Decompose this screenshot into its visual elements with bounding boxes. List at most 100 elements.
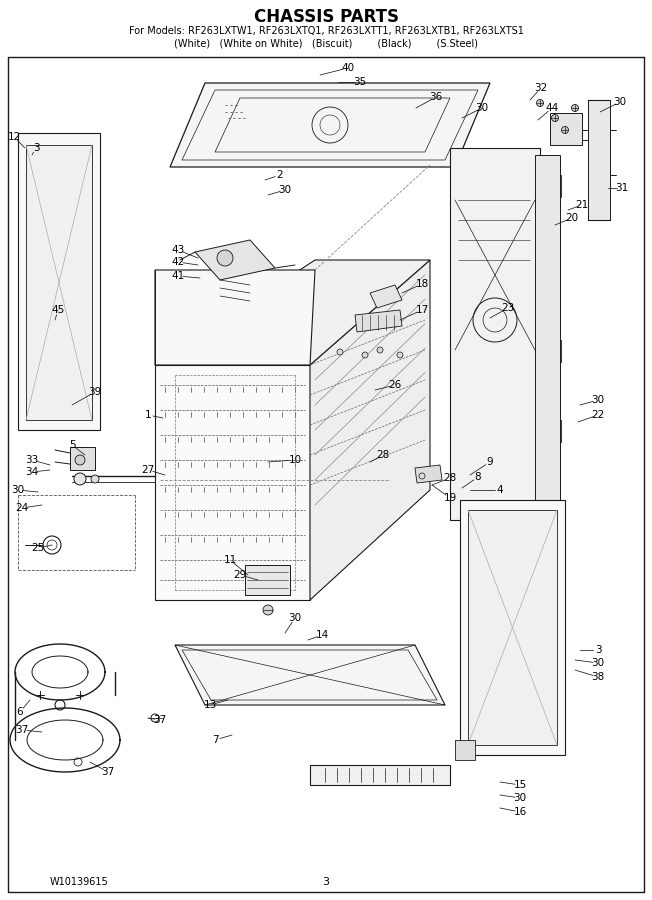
Text: 24: 24 [16, 503, 29, 513]
Text: 30: 30 [591, 658, 604, 668]
Text: 33: 33 [25, 455, 38, 465]
Bar [533, 175, 561, 197]
Text: W10139615: W10139615 [50, 877, 109, 887]
Text: 23: 23 [501, 303, 514, 313]
Text: 20: 20 [565, 213, 578, 223]
Polygon shape [18, 133, 100, 430]
Text: 26: 26 [389, 380, 402, 390]
Text: 2: 2 [276, 170, 284, 180]
Text: 10: 10 [288, 455, 302, 465]
Text: 38: 38 [591, 672, 604, 682]
Circle shape [217, 250, 233, 266]
Polygon shape [245, 565, 290, 595]
Text: 28: 28 [376, 450, 390, 460]
Text: 1: 1 [145, 410, 151, 420]
Circle shape [572, 104, 578, 112]
Circle shape [552, 114, 559, 122]
Text: 14: 14 [316, 630, 329, 640]
Text: 35: 35 [353, 77, 366, 87]
Text: 28: 28 [443, 473, 456, 483]
Text: 30: 30 [475, 103, 488, 113]
Circle shape [561, 127, 569, 133]
Polygon shape [310, 260, 430, 600]
Text: 39: 39 [89, 387, 102, 397]
Circle shape [397, 352, 403, 358]
Text: 9: 9 [486, 457, 494, 467]
Text: 12: 12 [7, 132, 21, 142]
Text: 16: 16 [513, 807, 527, 817]
Polygon shape [450, 148, 540, 520]
Text: (White)   (White on White)   (Biscuit)        (Black)        (S.Steel): (White) (White on White) (Biscuit) (Blac… [174, 39, 478, 49]
Text: CHASSIS PARTS: CHASSIS PARTS [254, 8, 398, 26]
Text: 37: 37 [153, 715, 167, 725]
Circle shape [362, 352, 368, 358]
Text: 3: 3 [323, 877, 329, 887]
Text: 36: 36 [430, 92, 443, 102]
Text: 30: 30 [288, 613, 302, 623]
Circle shape [377, 347, 383, 353]
Text: 43: 43 [171, 245, 185, 255]
Polygon shape [460, 500, 565, 755]
Polygon shape [370, 285, 402, 308]
Text: 13: 13 [203, 700, 216, 710]
Bar [533, 340, 561, 362]
Text: 3: 3 [33, 143, 39, 153]
Text: 3: 3 [595, 645, 601, 655]
Text: 19: 19 [443, 493, 456, 503]
Text: 30: 30 [278, 185, 291, 195]
Text: 15: 15 [513, 780, 527, 790]
Text: 17: 17 [415, 305, 428, 315]
Text: 37: 37 [16, 725, 29, 735]
Polygon shape [175, 645, 445, 705]
Text: 40: 40 [342, 63, 355, 73]
Text: 11: 11 [224, 555, 237, 565]
Text: 29: 29 [233, 570, 246, 580]
Circle shape [75, 455, 85, 465]
Polygon shape [155, 270, 315, 365]
Text: 34: 34 [25, 467, 38, 477]
Text: 8: 8 [475, 472, 481, 482]
Polygon shape [70, 447, 95, 470]
Text: 44: 44 [545, 103, 559, 113]
Polygon shape [355, 310, 402, 332]
Polygon shape [550, 113, 582, 145]
Bar [533, 420, 561, 442]
Text: 31: 31 [615, 183, 629, 193]
Text: 27: 27 [141, 465, 155, 475]
Polygon shape [535, 155, 560, 510]
Text: 25: 25 [31, 543, 44, 553]
Text: 45: 45 [52, 305, 65, 315]
Polygon shape [26, 145, 92, 420]
Polygon shape [155, 260, 430, 365]
Text: 30: 30 [513, 793, 527, 803]
Text: 30: 30 [12, 485, 25, 495]
Text: 30: 30 [614, 97, 627, 107]
Text: For Models: RF263LXTW1, RF263LXTQ1, RF263LXTT1, RF263LXTB1, RF263LXTS1: For Models: RF263LXTW1, RF263LXTQ1, RF26… [128, 26, 524, 36]
Polygon shape [310, 765, 450, 785]
Circle shape [91, 475, 99, 483]
Circle shape [337, 349, 343, 355]
Circle shape [55, 700, 65, 710]
Circle shape [537, 100, 544, 106]
Text: 6: 6 [17, 707, 23, 717]
Circle shape [263, 605, 273, 615]
Text: 21: 21 [575, 200, 589, 210]
Text: 41: 41 [171, 271, 185, 281]
Polygon shape [155, 365, 310, 600]
Text: 37: 37 [101, 767, 115, 777]
Text: 7: 7 [212, 735, 218, 745]
Text: 4: 4 [497, 485, 503, 495]
Text: 22: 22 [591, 410, 604, 420]
Polygon shape [455, 740, 475, 760]
Text: 42: 42 [171, 257, 185, 267]
Text: 5: 5 [68, 440, 76, 450]
Text: 32: 32 [535, 83, 548, 93]
Polygon shape [195, 240, 275, 280]
Polygon shape [170, 83, 490, 167]
Circle shape [74, 473, 86, 485]
Text: 18: 18 [415, 279, 428, 289]
Polygon shape [415, 465, 442, 483]
Text: 30: 30 [591, 395, 604, 405]
Polygon shape [588, 100, 610, 220]
Polygon shape [468, 510, 557, 745]
